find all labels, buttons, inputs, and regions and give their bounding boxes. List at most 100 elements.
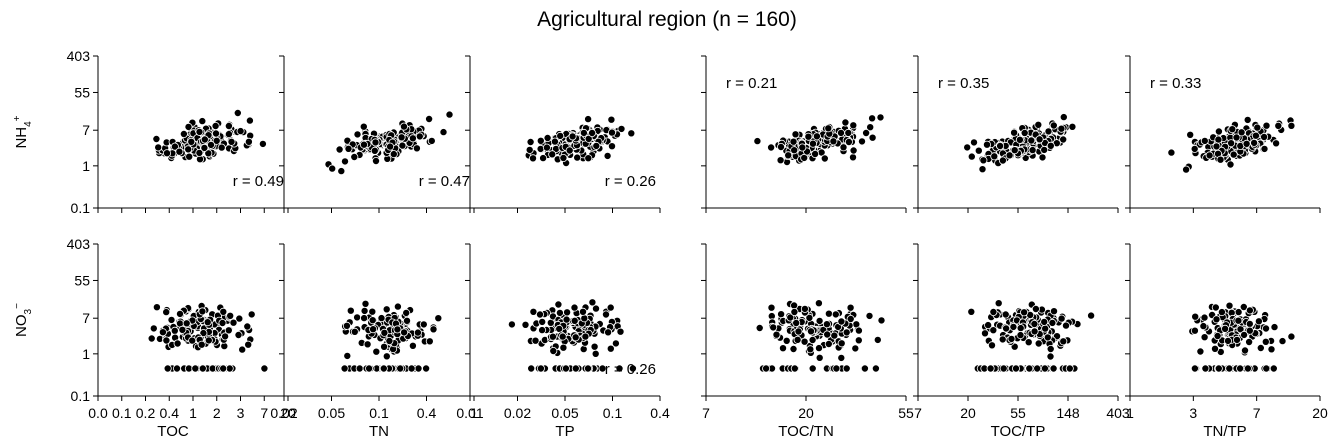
data-point (187, 137, 196, 146)
data-point (989, 326, 998, 335)
data-point (203, 318, 212, 327)
data-point (978, 165, 987, 174)
data-point (1201, 364, 1210, 373)
x-tick-label: 7 (1253, 405, 1261, 421)
data-point (247, 310, 256, 319)
data-point (592, 304, 601, 313)
data-point (206, 140, 215, 149)
x-tick-label: 0.02 (270, 405, 297, 421)
data-point (842, 328, 851, 337)
data-point (851, 344, 860, 353)
data-point (200, 143, 209, 152)
data-point (531, 336, 540, 345)
data-point (1059, 337, 1068, 346)
data-point (598, 364, 607, 373)
data-point (617, 124, 626, 133)
panel-no3-tp: 0.01 0.02 0.05 0.1 0.4 TP r = 0.26 (456, 243, 670, 440)
data-point (1034, 120, 1043, 129)
data-point (811, 149, 820, 158)
data-point (425, 115, 434, 124)
x-tick-label: 0.2 (136, 405, 156, 421)
data-point (611, 339, 620, 348)
panel-nh4-toc-tp: r = 0.35 (913, 55, 1119, 213)
data-point (1025, 364, 1034, 373)
data-point (1048, 318, 1057, 327)
data-point (1016, 324, 1025, 333)
data-point (983, 140, 992, 149)
data-point (219, 307, 228, 316)
data-point (1262, 364, 1271, 373)
data-point (584, 134, 593, 143)
x-tick-label: 20 (960, 405, 976, 421)
data-point (445, 110, 454, 119)
data-point (1035, 135, 1044, 144)
data-point (162, 336, 171, 345)
data-point (753, 137, 762, 146)
data-point (984, 321, 993, 330)
y-tick-label: 0.1 (71, 388, 91, 404)
data-point (233, 109, 242, 118)
data-point (170, 326, 179, 335)
data-point (224, 122, 233, 131)
data-point (536, 136, 545, 145)
data-point (568, 132, 577, 141)
data-point (211, 129, 220, 138)
data-point (873, 335, 882, 344)
data-point (866, 123, 875, 132)
data-point (558, 332, 567, 341)
data-point (1245, 319, 1254, 328)
data-point (1221, 324, 1230, 333)
data-point (1228, 125, 1237, 134)
data-point (831, 310, 840, 319)
data-point (1225, 364, 1234, 373)
x-tick-label: 3 (237, 405, 245, 421)
data-point (841, 118, 850, 127)
data-point (584, 364, 593, 373)
data-point (340, 364, 349, 373)
x-tick-label: 0.01 (456, 405, 483, 421)
data-point (529, 154, 538, 163)
x-tick-label: 0.4 (417, 405, 437, 421)
data-point (862, 128, 871, 137)
data-point (1237, 128, 1246, 137)
data-point (769, 323, 778, 332)
x-tick-label: 403 (1106, 405, 1130, 421)
data-point (191, 364, 200, 373)
data-point (175, 309, 184, 318)
data-point (353, 313, 362, 322)
data-point (1057, 124, 1066, 133)
data-point (1016, 331, 1025, 340)
data-point (1049, 121, 1058, 130)
data-point (1001, 310, 1010, 319)
data-point (408, 341, 417, 350)
x-tick-label: 0.0 (88, 405, 108, 421)
data-point (877, 316, 886, 325)
data-point (588, 128, 597, 137)
data-point (782, 336, 791, 345)
data-point (1245, 326, 1254, 335)
data-point (1087, 311, 1096, 320)
data-point (543, 133, 552, 142)
data-point (371, 138, 380, 147)
data-point (580, 314, 589, 323)
data-point (368, 307, 377, 316)
data-point (1245, 306, 1254, 315)
data-point (1034, 339, 1043, 348)
data-point (606, 303, 615, 312)
data-point (570, 316, 579, 325)
data-point (372, 347, 381, 356)
correlation-label: r = 0.47 (419, 173, 470, 190)
data-point (536, 364, 545, 373)
panel-nh4-tp: r = 0.26 (465, 55, 661, 213)
data-point (379, 364, 388, 373)
x-axis-label: TOC/TP (991, 423, 1046, 440)
data-point (182, 319, 191, 328)
data-point (429, 325, 438, 334)
data-point (175, 147, 184, 156)
data-point (1262, 121, 1271, 130)
data-point (1200, 136, 1209, 145)
data-point (221, 332, 230, 341)
data-point (1182, 165, 1191, 174)
data-point (229, 318, 238, 327)
data-point (1038, 153, 1047, 162)
